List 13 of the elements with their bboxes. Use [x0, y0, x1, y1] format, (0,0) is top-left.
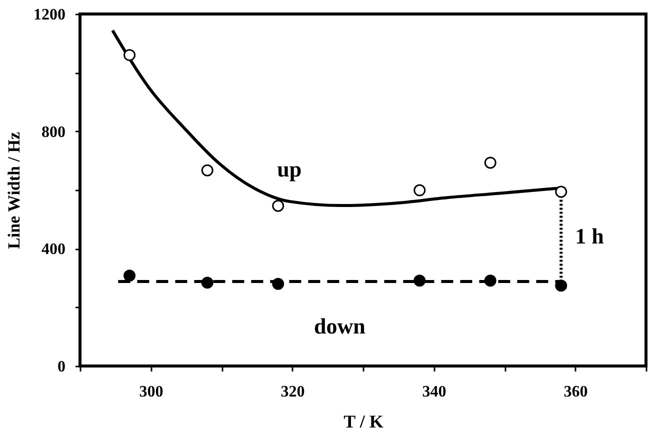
x-tick-label: 340 [422, 384, 446, 400]
y-axis-title: Line Width / Hz [4, 132, 24, 249]
x-tick-label: 320 [280, 384, 305, 400]
y-tick-label: 400 [42, 241, 66, 258]
series-label: up [277, 156, 302, 182]
y-tick-label: 1200 [34, 6, 66, 24]
y-tick-label: 0 [58, 358, 66, 376]
y-tick-label: 800 [42, 124, 66, 141]
x-tick-label: 360 [564, 384, 588, 400]
x-axis-title: T / K [344, 412, 384, 432]
x-tick-label: 300 [139, 384, 164, 400]
series-label: 1 h [575, 224, 604, 249]
series-label: down [314, 314, 366, 339]
